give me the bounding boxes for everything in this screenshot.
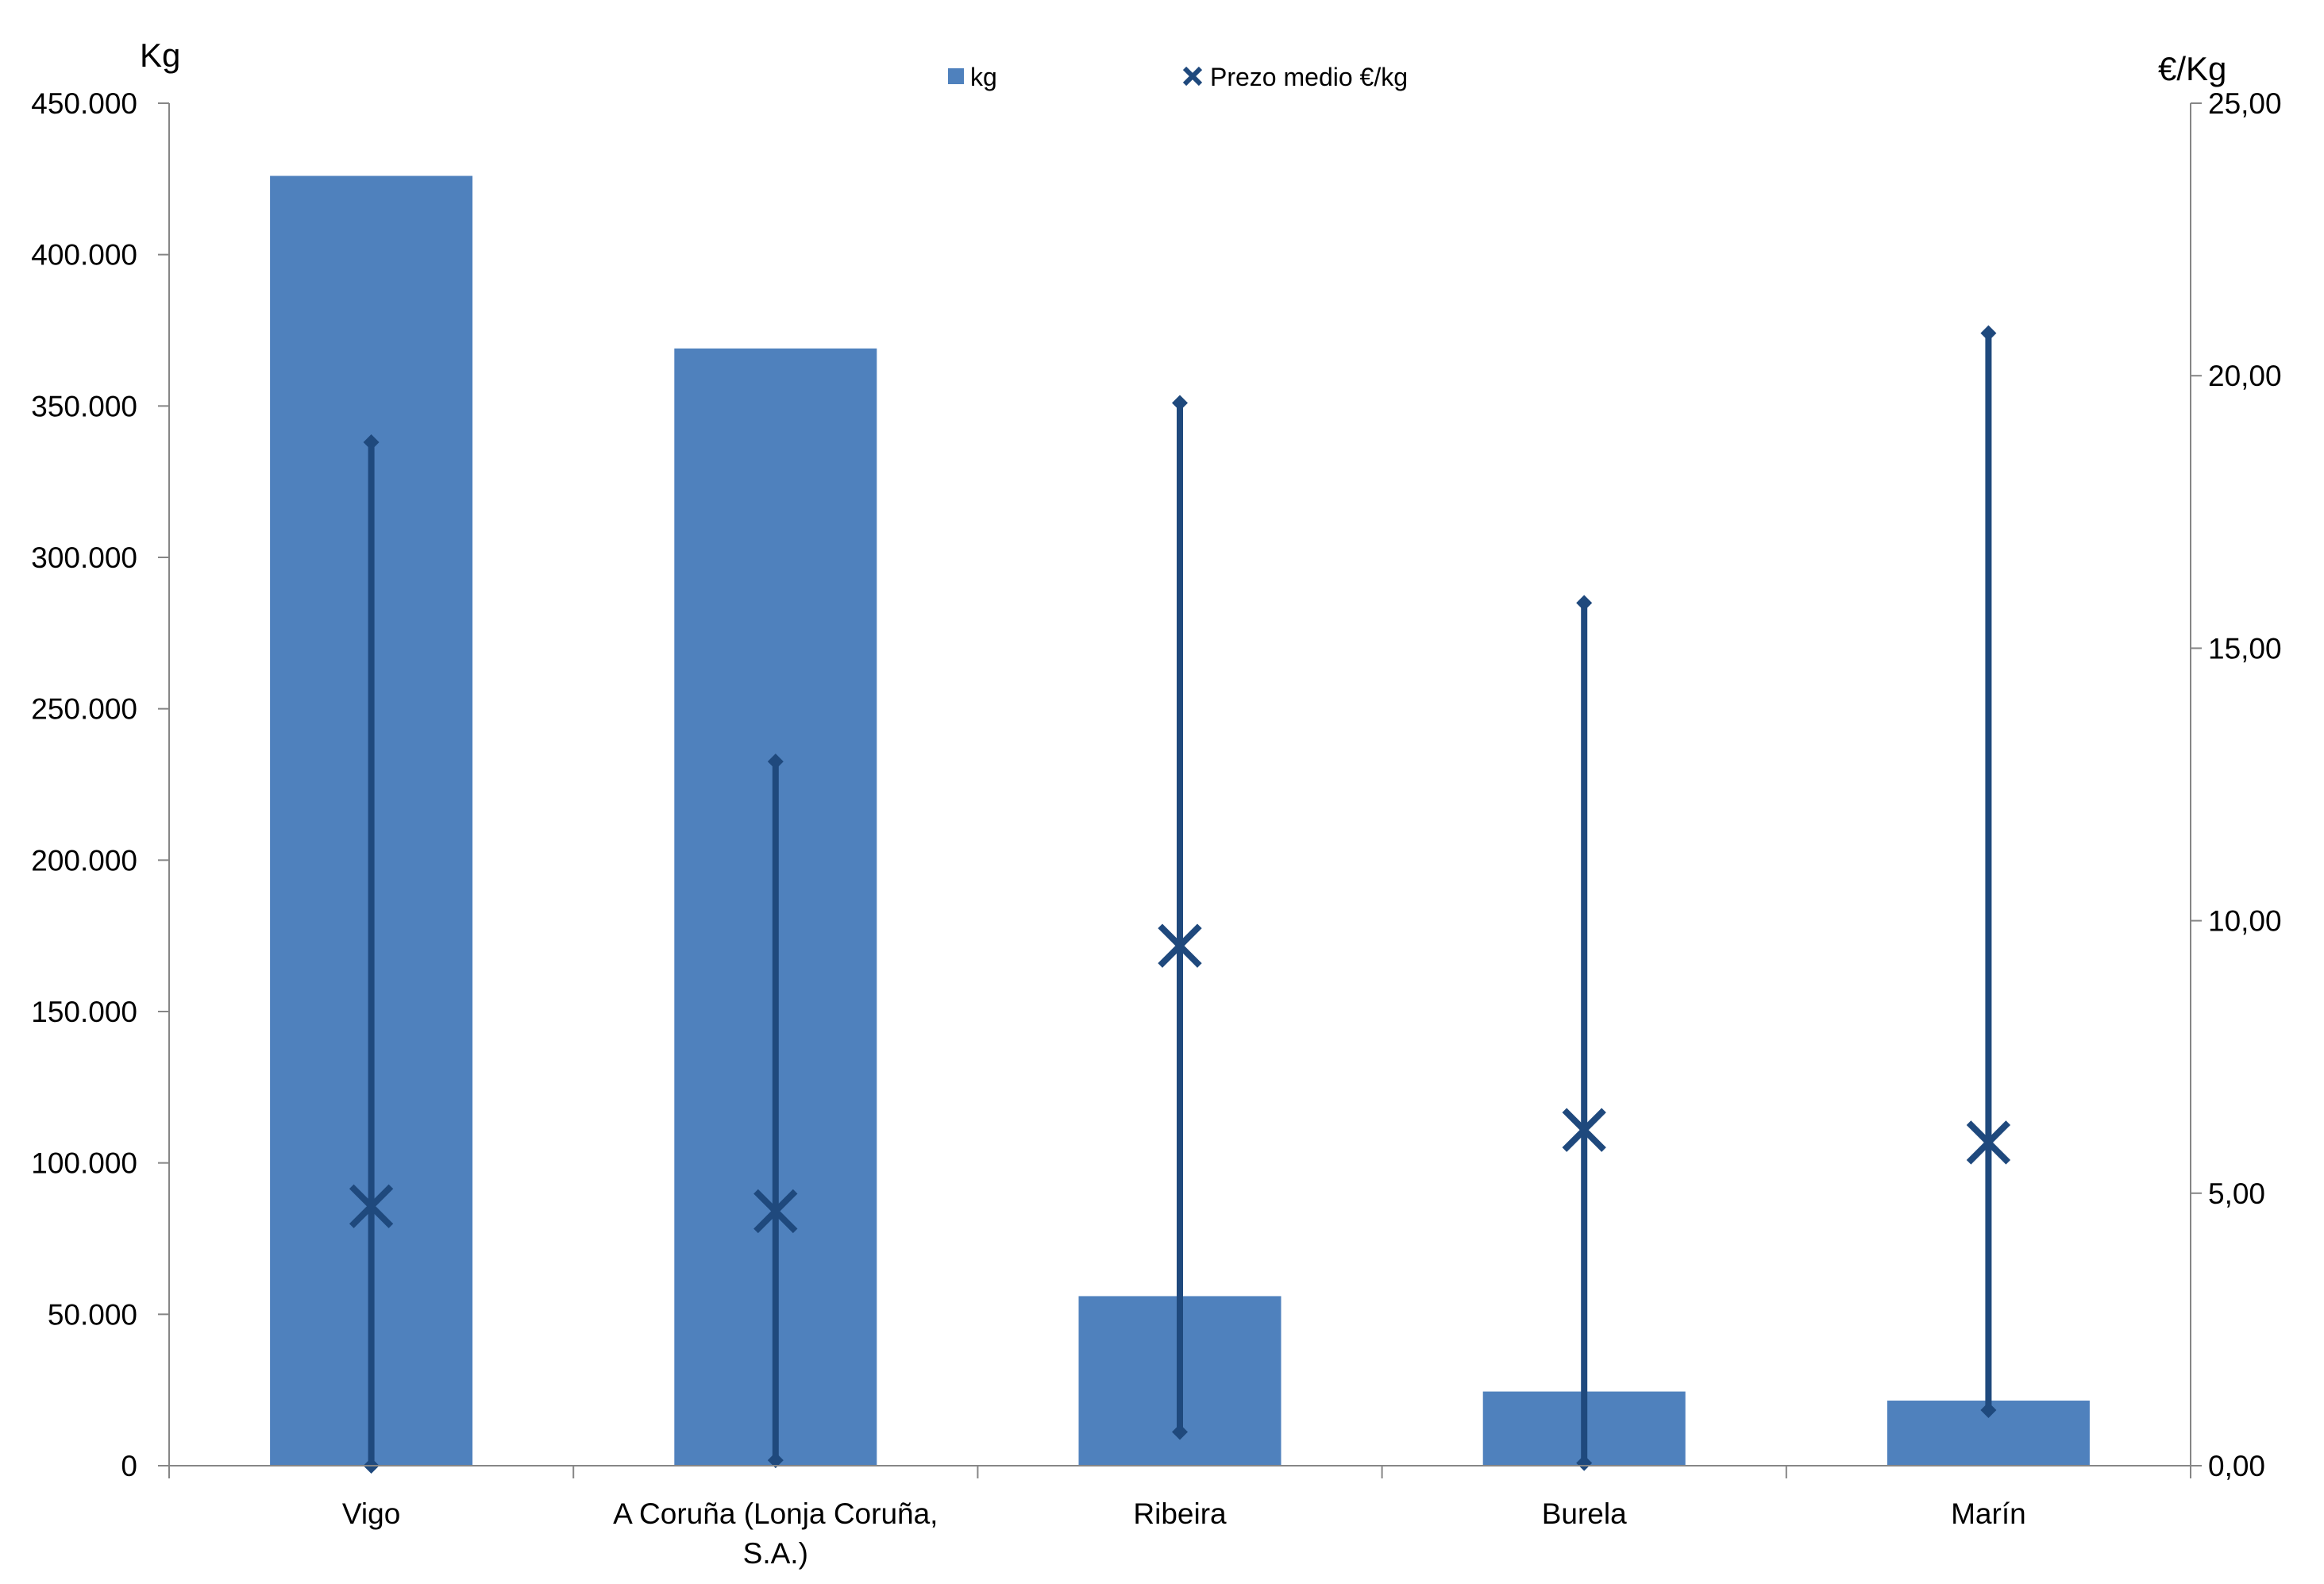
range-max-marker-1 bbox=[767, 753, 784, 770]
x-tick-label-4: Marín bbox=[1951, 1497, 2026, 1530]
legend-swatch-kg bbox=[948, 68, 964, 84]
price-marker-2 bbox=[1158, 923, 1202, 968]
right-tick-label-3: 15,00 bbox=[2208, 632, 2282, 665]
left-tick-label-1: 50.000 bbox=[48, 1298, 137, 1331]
legend: kg Prezo medio €/kg bbox=[948, 63, 1408, 91]
left-tick-label-7: 350.000 bbox=[31, 390, 137, 422]
left-tick-label-0: 0 bbox=[121, 1450, 137, 1482]
left-tick-label-9: 450.000 bbox=[31, 87, 137, 120]
range-min-marker-1 bbox=[767, 1452, 784, 1469]
price-range-layer bbox=[349, 325, 2011, 1474]
right-tick-label-4: 20,00 bbox=[2208, 360, 2282, 392]
price-marker-1 bbox=[753, 1189, 798, 1234]
x-tick-label-1-line-0: A Coruña (Lonja Coruña, bbox=[613, 1497, 938, 1530]
axes-layer: 0 50.000 100.000 150.000 200.000 250.000 300.0… bbox=[31, 37, 2281, 1570]
x-tick-label-0: Vigo bbox=[342, 1497, 400, 1530]
range-max-marker-4 bbox=[1980, 325, 1997, 341]
x-tick-label-2: Ribeira bbox=[1133, 1497, 1227, 1530]
price-marker-3 bbox=[1562, 1108, 1606, 1152]
range-max-marker-2 bbox=[1172, 395, 1188, 411]
right-tick-label-2: 10,00 bbox=[2208, 905, 2282, 938]
right-axis-title: €/Kg bbox=[2158, 50, 2226, 87]
range-min-marker-4 bbox=[1980, 1401, 1997, 1418]
right-tick-label-0: 0,00 bbox=[2208, 1450, 2265, 1482]
x-tick-label-3: Burela bbox=[1542, 1497, 1627, 1530]
left-axis-title: Kg bbox=[140, 37, 180, 74]
legend-marker-price bbox=[1182, 66, 1203, 87]
price-marker-0 bbox=[349, 1184, 394, 1228]
left-tick-label-2: 100.000 bbox=[31, 1147, 137, 1180]
right-tick-label-5: 25,00 bbox=[2208, 87, 2282, 120]
left-tick-label-5: 250.000 bbox=[31, 693, 137, 726]
left-tick-label-3: 150.000 bbox=[31, 996, 137, 1028]
legend-label-kg: kg bbox=[970, 63, 997, 91]
left-tick-label-6: 300.000 bbox=[31, 541, 137, 574]
range-min-marker-2 bbox=[1172, 1424, 1188, 1440]
left-tick-label-4: 200.000 bbox=[31, 844, 137, 877]
range-max-marker-0 bbox=[363, 434, 380, 450]
right-tick-label-1: 5,00 bbox=[2208, 1177, 2265, 1210]
range-max-marker-3 bbox=[1576, 595, 1593, 611]
legend-label-price: Prezo medio €/kg bbox=[1210, 63, 1408, 91]
left-tick-label-8: 400.000 bbox=[31, 239, 137, 272]
price-marker-4 bbox=[1966, 1120, 2011, 1165]
range-min-marker-3 bbox=[1576, 1455, 1593, 1471]
x-tick-label-1-line-1: S.A.) bbox=[743, 1537, 808, 1570]
